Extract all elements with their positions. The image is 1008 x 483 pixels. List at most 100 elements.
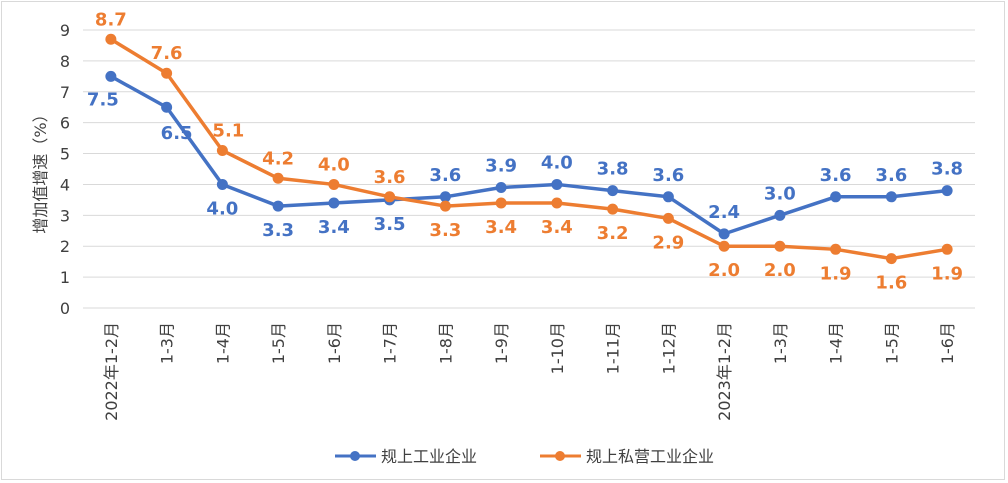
data-point: [885, 253, 897, 265]
data-point: [328, 197, 340, 209]
data-label: 3.6: [875, 165, 907, 186]
data-label: 3.4: [541, 217, 573, 238]
x-tick-label: 1-8月: [436, 322, 455, 364]
data-point: [718, 240, 730, 252]
data-label: 3.6: [652, 165, 684, 186]
data-label: 3.4: [485, 217, 517, 238]
legend-label: 规上工业企业: [381, 447, 477, 466]
data-point: [384, 191, 396, 203]
y-tick-label: 8: [60, 52, 70, 71]
data-point: [328, 178, 340, 190]
x-tick-label: 1-3月: [771, 322, 790, 364]
x-tick-label: 1-5月: [269, 322, 288, 364]
y-tick-label: 0: [60, 299, 70, 318]
data-label: 3.6: [820, 165, 852, 186]
data-point: [161, 101, 173, 113]
x-tick-label: 1-6月: [938, 322, 957, 364]
y-tick-label: 7: [60, 83, 70, 102]
data-label: 5.1: [212, 120, 244, 141]
x-tick-label: 1-12月: [659, 322, 678, 374]
y-tick-label: 5: [60, 145, 70, 164]
data-point: [718, 228, 730, 240]
data-point: [830, 191, 842, 203]
data-point: [830, 243, 842, 255]
data-label: 3.8: [931, 159, 963, 180]
data-point: [495, 182, 507, 194]
y-tick-label: 9: [60, 21, 70, 40]
gridlines: [83, 29, 975, 309]
data-label: 7.6: [151, 43, 183, 64]
x-tick-label: 2023年1-2月: [715, 322, 734, 421]
data-label: 1.9: [931, 263, 963, 284]
data-label: 1.9: [820, 263, 852, 284]
x-tick-labels: 2022年1-2月 1-3月 1-4月 1-5月 1-6月 1-7月 1-8月 1-9月 1-1…: [102, 322, 957, 421]
x-tick-label: 1-4月: [213, 322, 232, 364]
legend-marker-icon: [350, 451, 360, 461]
data-label: 2.0: [764, 260, 796, 281]
data-point: [105, 33, 117, 45]
data-label: 3.2: [597, 223, 629, 244]
data-label: 8.7: [95, 9, 127, 30]
data-point: [774, 209, 786, 221]
x-tick-label: 1-7月: [381, 322, 400, 364]
x-tick-label: 2022年1-2月: [102, 322, 121, 421]
data-label: 3.9: [485, 156, 517, 177]
data-point: [439, 200, 451, 212]
legend-item-0[interactable]: 规上工业企业: [335, 447, 477, 466]
data-label: 3.0: [764, 183, 796, 204]
data-point: [216, 144, 228, 156]
data-point: [551, 197, 563, 209]
data-label: 3.3: [262, 220, 294, 241]
data-label: 3.6: [429, 165, 461, 186]
data-point: [885, 191, 897, 203]
data-point: [439, 191, 451, 203]
data-point: [105, 70, 117, 82]
data-label: 2.9: [652, 232, 684, 253]
series-line-0: [110, 74, 948, 236]
series-line-1: [109, 37, 948, 261]
data-point: [272, 172, 284, 184]
data-label: 2.4: [708, 202, 740, 223]
x-tick-label: 1-10月: [548, 322, 567, 374]
x-tick-label: 1-6月: [325, 322, 344, 364]
data-label: 1.6: [875, 273, 907, 294]
x-tick-label: 1-4月: [827, 322, 846, 364]
data-labels: 7.5 6.5 4.0 3.3 3.4 3.5 3.6 3.9 4.0 3.8 3.6 2.4 3.0 3…: [87, 9, 963, 293]
x-tick-label: 1-3月: [158, 322, 177, 364]
x-tick-label: 1-11月: [604, 322, 623, 374]
data-point: [607, 203, 619, 215]
data-label: 6.5: [161, 123, 193, 144]
data-label: 4.0: [318, 154, 350, 175]
data-label: 4.0: [206, 198, 238, 219]
y-tick-label: 6: [60, 114, 70, 133]
data-label: 3.5: [374, 214, 406, 235]
series-lines: [105, 33, 953, 265]
data-point: [161, 67, 173, 79]
legend-label: 规上私营工业企业: [586, 447, 714, 466]
x-tick-label: 1-9月: [492, 322, 511, 364]
legend: 规上工业企业 规上私营工业企业: [335, 447, 714, 466]
y-tick-label: 4: [60, 175, 70, 194]
data-point: [272, 200, 284, 212]
data-label: 3.8: [597, 159, 629, 180]
data-label: 3.3: [429, 220, 461, 241]
legend-marker-icon: [555, 451, 565, 461]
y-tick-label: 3: [60, 206, 70, 225]
data-point: [941, 243, 953, 255]
legend-item-1[interactable]: 规上私营工业企业: [540, 447, 714, 466]
data-point: [662, 191, 674, 203]
data-point: [216, 178, 228, 190]
data-point: [662, 212, 674, 224]
data-label: 4.2: [262, 148, 294, 169]
data-label: 4.0: [541, 152, 573, 173]
data-point: [941, 185, 953, 197]
y-tick-label: 1: [60, 268, 70, 287]
data-point: [551, 178, 563, 190]
y-tick-label: 2: [60, 237, 70, 256]
data-point: [495, 197, 507, 209]
x-tick-label: 1-5月: [882, 322, 901, 364]
data-label: 2.0: [708, 260, 740, 281]
y-axis-title: 增加值增速（%）: [31, 106, 50, 233]
